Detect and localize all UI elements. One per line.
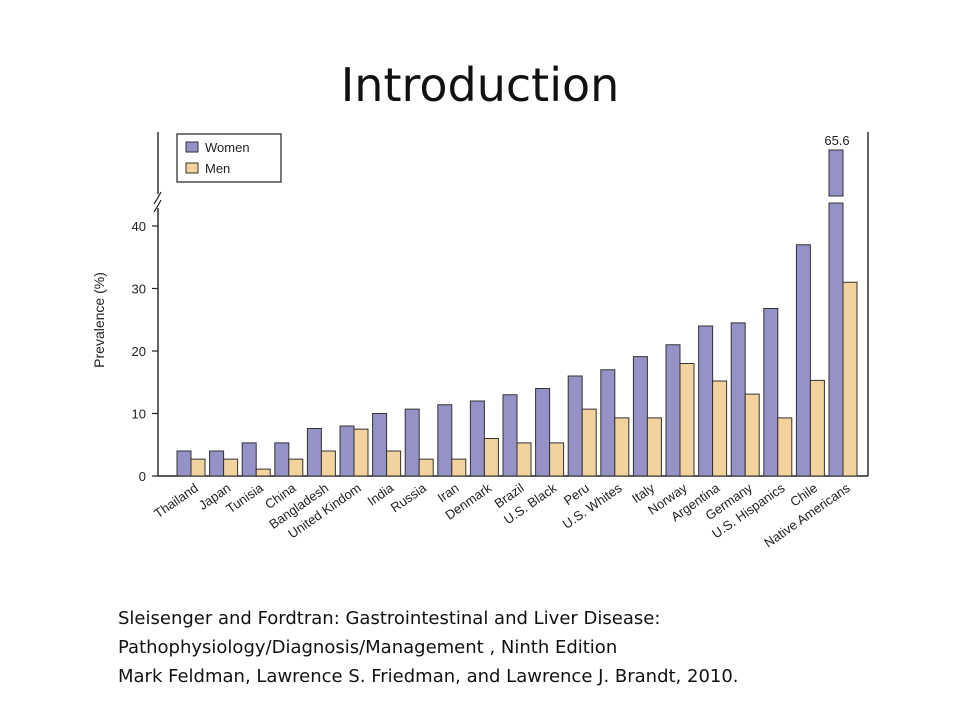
citation-line: Sleisenger and Fordtran: Gastrointestina…: [118, 608, 661, 629]
legend-swatch: [185, 162, 199, 174]
bar-men: [809, 379, 825, 477]
bar-women: [437, 404, 453, 477]
bar-men: [516, 442, 532, 477]
citation-line: Pathophysiology/Diagnosis/Management , N…: [118, 637, 618, 658]
bar-women: [404, 408, 420, 477]
x-tick-labels: ThailandJapanTunisiaChinaBangladeshUnite…: [151, 480, 853, 551]
y-tick-label: 0: [139, 469, 146, 484]
bar-women: [306, 428, 322, 477]
prevalence-bar-chart: 0 10 20 30 40 Prevalence (%) 65.6 ThailandJap…: [91, 132, 869, 551]
bar-men: [353, 428, 369, 477]
y-tick-label: 10: [132, 407, 146, 422]
bar-men: [581, 408, 597, 477]
bar-women: [535, 388, 551, 477]
bar-women: [176, 450, 192, 477]
citation: Sleisenger and Fordtran: Gastrointestina…: [118, 604, 918, 691]
citation-line: Mark Feldman, Lawrence S. Friedman, and …: [118, 666, 739, 687]
y-axis-break-mark: [153, 199, 162, 213]
bar-men: [679, 363, 695, 477]
x-tick-label: Russia: [388, 480, 430, 516]
bar-men: [190, 458, 206, 477]
legend-swatch: [185, 141, 199, 153]
chart-bars: 65.6: [176, 133, 858, 477]
bar-men: [386, 450, 402, 477]
bar-women: [828, 149, 844, 197]
bar-men: [614, 417, 630, 477]
bar-men: [549, 442, 565, 477]
x-tick-label: Thailand: [151, 480, 200, 521]
bar-men: [288, 458, 304, 477]
y-tick-label: 20: [132, 344, 146, 359]
bar-women: [763, 308, 779, 477]
bar-women: [372, 413, 388, 477]
bar-women: [274, 442, 290, 477]
y-axis-label: Prevalence (%): [91, 272, 107, 368]
bar-women: [241, 442, 257, 477]
chart-legend: Women Men: [176, 133, 282, 183]
bar-women: [730, 322, 746, 477]
bar-men: [842, 281, 858, 477]
bar-men: [712, 380, 728, 477]
bar-men: [777, 417, 793, 477]
bar-men: [744, 393, 760, 477]
legend-label: Men: [205, 161, 230, 176]
y-axis-break-mark: [153, 191, 162, 205]
bar-women: [339, 425, 355, 477]
bar-women: [567, 375, 583, 477]
bar-women: [209, 450, 225, 477]
slide-title: Introduction: [340, 58, 620, 112]
y-tick-label: 30: [132, 282, 146, 297]
bar-men: [255, 468, 271, 477]
y-tick-label: 40: [132, 219, 146, 234]
bar-women: [698, 325, 714, 477]
bar-women: [665, 344, 681, 477]
bar-men: [646, 417, 662, 477]
x-tick-label: Tunisia: [223, 480, 266, 516]
legend-label: Women: [205, 140, 250, 155]
bar-men: [418, 458, 434, 477]
bar-women: [795, 244, 811, 477]
bar-women: [600, 369, 616, 477]
bar-men: [483, 438, 499, 477]
bar-men: [451, 458, 467, 477]
bar-men: [320, 450, 336, 477]
bar-men: [223, 458, 239, 477]
bar-women: [502, 394, 518, 477]
bar-women: [469, 400, 485, 477]
bar-women: [632, 356, 648, 477]
bar-women: [828, 202, 844, 477]
bar-value-label: 65.6: [824, 133, 849, 148]
